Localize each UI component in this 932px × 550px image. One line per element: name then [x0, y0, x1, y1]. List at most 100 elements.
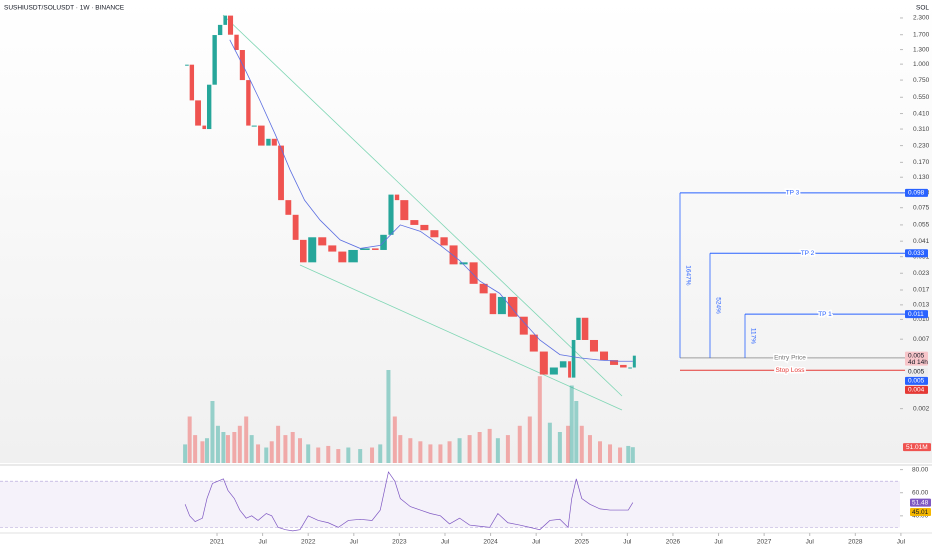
y-tick-label: 0.170 — [913, 159, 930, 166]
y-tick-label: 0.230 — [913, 142, 930, 149]
x-tick-label: Jul — [806, 539, 815, 546]
volume-bar — [618, 447, 623, 463]
x-tick-label: Jul — [258, 539, 267, 546]
volume-bar — [438, 444, 443, 463]
x-tick-label: 2028 — [848, 539, 863, 546]
candle — [266, 138, 271, 146]
candle — [469, 262, 478, 284]
x-tick-label: Jul — [714, 539, 723, 546]
volume-bar — [232, 432, 237, 463]
target-pill-label: 0.033 — [908, 250, 925, 257]
rsi-pill — [910, 498, 931, 507]
volume-bar — [204, 438, 209, 463]
volume-bar — [244, 416, 249, 463]
volume-bar — [467, 435, 472, 463]
volume-bar — [477, 432, 482, 463]
candle — [278, 145, 284, 201]
y-tick-label: 1.700 — [913, 31, 930, 38]
candle — [400, 200, 409, 221]
volume-bar — [326, 445, 331, 463]
candle — [420, 224, 429, 231]
candle — [271, 138, 277, 146]
rsi-tick-label: 40.00 — [912, 513, 929, 520]
volume-bar — [336, 449, 341, 463]
y-tick-label: 0.013 — [913, 302, 930, 309]
x-tick-label: 2027 — [757, 539, 772, 546]
volume-bar — [316, 447, 321, 463]
target-pill-label: 0.011 — [908, 311, 924, 318]
x-tick-label: Jul — [441, 539, 450, 546]
candle — [328, 245, 337, 252]
stop-label: Stop Loss — [776, 367, 806, 374]
x-tick-label: 2026 — [666, 539, 681, 546]
candle — [430, 230, 439, 238]
rsi-ma-label: 45.01 — [912, 509, 929, 516]
candle — [489, 293, 497, 315]
x-tick-label: 2024 — [483, 539, 498, 546]
price-pill — [905, 367, 928, 376]
volume-bar — [283, 435, 288, 463]
y-tick-label: 1.300 — [913, 46, 930, 53]
volume-bar — [457, 438, 462, 463]
candle — [479, 283, 488, 294]
rsi-tick-label: 60.00 — [912, 489, 929, 496]
candle — [372, 248, 379, 250]
price-pill — [905, 385, 928, 394]
price-pill — [905, 310, 928, 319]
volume-bar — [566, 425, 571, 463]
candle — [223, 15, 228, 25]
volume-bar — [370, 447, 375, 463]
candle — [529, 334, 538, 352]
price-pane — [0, 0, 932, 463]
candle — [449, 245, 458, 265]
volume-bar — [608, 444, 613, 463]
candle — [440, 237, 448, 246]
price-pill — [905, 249, 928, 258]
candle — [497, 296, 506, 315]
x-tick-label: 2025 — [575, 539, 590, 546]
candle — [195, 100, 201, 126]
volume-bar — [215, 425, 220, 463]
trendline — [299, 264, 623, 411]
x-tick-label: 2022 — [301, 539, 316, 546]
y-tick-label: 0.075 — [913, 204, 930, 211]
y-tick-label: 0.017 — [913, 287, 930, 294]
candle — [576, 317, 581, 340]
volume-bar — [537, 376, 542, 463]
candle — [571, 339, 576, 378]
volume-bar — [187, 416, 192, 463]
volume-bar — [358, 449, 363, 463]
volume-bar — [517, 425, 522, 463]
candle — [459, 262, 468, 265]
target-percent: 1647% — [684, 265, 691, 285]
y-tick-label: 0.055 — [913, 222, 930, 229]
x-tick-label: 2023 — [392, 539, 407, 546]
volume-pill — [903, 443, 931, 452]
volume-bar — [221, 432, 226, 463]
stop-pill-label: 0.004 — [908, 387, 925, 394]
candle — [202, 125, 207, 130]
candle — [300, 239, 307, 263]
volume-bar — [574, 401, 579, 463]
entry-label: Entry Price — [774, 355, 806, 362]
volume-bar — [505, 435, 510, 463]
volume-bar — [408, 438, 413, 463]
volume-bar — [527, 416, 532, 463]
candle — [227, 15, 234, 35]
x-tick-label: Jul — [897, 539, 906, 546]
y-tick-label: 0.130 — [913, 174, 930, 181]
countdown-label: 4d 14h — [908, 359, 928, 366]
candle — [217, 24, 223, 36]
volume-bar — [579, 425, 584, 463]
target-label: TP 1 — [818, 311, 832, 318]
volume-bar — [487, 428, 492, 463]
last-price-label: 0.005 — [908, 352, 925, 359]
candle — [589, 339, 598, 352]
rsi-line — [184, 471, 634, 532]
volume-bar — [249, 435, 254, 463]
volume-bar — [210, 401, 215, 463]
candle — [185, 64, 189, 66]
volume-bar — [237, 425, 242, 463]
volume-bar — [630, 447, 635, 463]
candle — [620, 364, 627, 368]
